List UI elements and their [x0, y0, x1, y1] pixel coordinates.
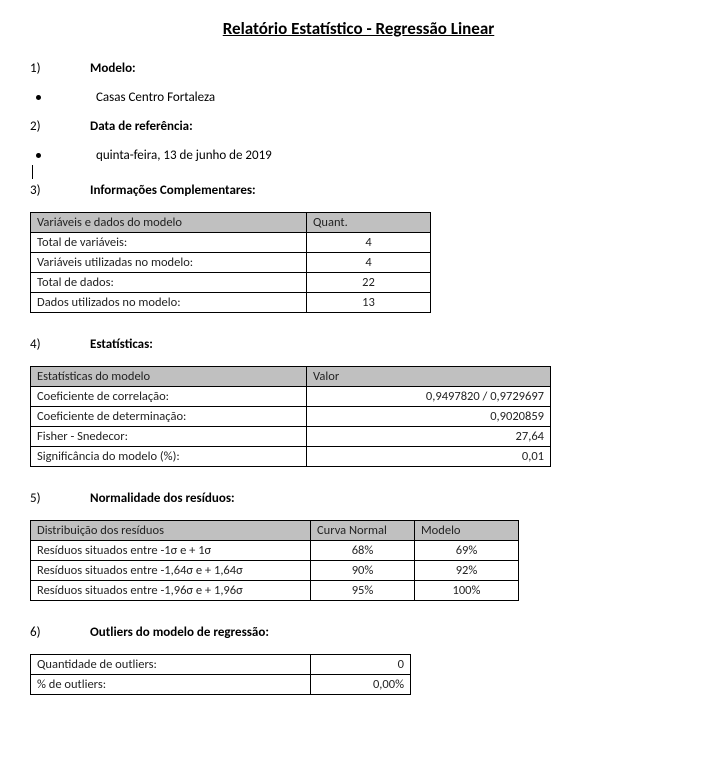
section-number: 1) — [30, 61, 90, 76]
section-heading-data-ref: Data de referência: — [90, 119, 193, 134]
section-heading-info: Informações Complementares: — [90, 183, 256, 198]
section-number: 3) — [30, 183, 90, 198]
th-curva: Curva Normal — [311, 521, 415, 541]
table-row: Resíduos situados entre -1,64σ e + 1,64σ… — [31, 561, 519, 581]
table-header-row: Variáveis e dados do modelo Quant. — [31, 213, 431, 233]
section-row-modelo: 1) Modelo: — [30, 61, 687, 76]
data-ref-value: quinta-feira, 13 de junho de 2019 — [96, 148, 272, 163]
th-quant: Quant. — [307, 213, 431, 233]
cell-label: Significância do modelo (%): — [31, 447, 307, 467]
table-row: Coeficiente de correlação: 0,9497820 / 0… — [31, 387, 551, 407]
cell-value: 0 — [311, 655, 411, 675]
section-row-norm: 5) Normalidade dos resíduos: — [30, 491, 687, 506]
cell-value: 27,64 — [307, 427, 551, 447]
cell-value: 4 — [307, 233, 431, 253]
table-row: Resíduos situados entre -1σ e + 1σ 68% 6… — [31, 541, 519, 561]
table-row: Total de dados: 22 — [31, 273, 431, 293]
bullet-icon-col — [30, 90, 96, 105]
section-number: 2) — [30, 119, 90, 134]
cell-label: Fisher - Snedecor: — [31, 427, 307, 447]
section-heading-norm: Normalidade dos resíduos: — [90, 491, 235, 506]
section-number: 6) — [30, 625, 90, 640]
th-valor: Valor — [307, 367, 551, 387]
cell-curva: 90% — [311, 561, 415, 581]
table-row: Fisher - Snedecor: 27,64 — [31, 427, 551, 447]
table-row: Significância do modelo (%): 0,01 — [31, 447, 551, 467]
section-number: 4) — [30, 337, 90, 352]
table-row: Dados utilizados no modelo: 13 — [31, 293, 431, 313]
th-label: Estatísticas do modelo — [31, 367, 307, 387]
cell-label: Total de dados: — [31, 273, 307, 293]
table-row: Total de variáveis: 4 — [31, 233, 431, 253]
cell-label: Dados utilizados no modelo: — [31, 293, 307, 313]
cell-label: % de outliers: — [31, 675, 311, 695]
cell-label: Coeficiente de determinação: — [31, 407, 307, 427]
cell-label: Resíduos situados entre -1,64σ e + 1,64σ — [31, 561, 311, 581]
cell-value: 0,00% — [311, 675, 411, 695]
modelo-value: Casas Centro Fortaleza — [96, 90, 215, 105]
cell-label: Variáveis utilizadas no modelo: — [31, 253, 307, 273]
bullet-row-data-ref: quinta-feira, 13 de junho de 2019 — [30, 148, 687, 163]
cell-curva: 68% — [311, 541, 415, 561]
table-header-row: Estatísticas do modelo Valor — [31, 367, 551, 387]
text-cursor — [32, 165, 33, 179]
cell-curva: 95% — [311, 581, 415, 601]
th-modelo: Modelo — [415, 521, 519, 541]
section-heading-modelo: Modelo: — [90, 61, 136, 76]
cell-modelo: 69% — [415, 541, 519, 561]
cell-label: Coeficiente de correlação: — [31, 387, 307, 407]
bullet-icon-col — [30, 148, 96, 163]
th-label: Variáveis e dados do modelo — [31, 213, 307, 233]
section-row-outliers: 6) Outliers do modelo de regressão: — [30, 625, 687, 640]
table-row: Coeficiente de determinação: 0,9020859 — [31, 407, 551, 427]
table-header-row: Distribuição dos resíduos Curva Normal M… — [31, 521, 519, 541]
section-row-stats: 4) Estatísticas: — [30, 337, 687, 352]
bullet-icon — [36, 95, 41, 100]
cell-value: 4 — [307, 253, 431, 273]
cell-value: 22 — [307, 273, 431, 293]
cell-label: Quantidade de outliers: — [31, 655, 311, 675]
cell-value: 0,9497820 / 0,9729697 — [307, 387, 551, 407]
cell-value: 0,01 — [307, 447, 551, 467]
cell-value: 0,9020859 — [307, 407, 551, 427]
section-heading-outliers: Outliers do modelo de regressão: — [90, 625, 269, 640]
cell-modelo: 100% — [415, 581, 519, 601]
section-number: 5) — [30, 491, 90, 506]
table-stats: Estatísticas do modelo Valor Coeficiente… — [30, 366, 551, 467]
cell-modelo: 92% — [415, 561, 519, 581]
table-row: Variáveis utilizadas no modelo: 4 — [31, 253, 431, 273]
document-page: Relatório Estatístico - Regressão Linear… — [0, 0, 717, 709]
table-row: Resíduos situados entre -1,96σ e + 1,96σ… — [31, 581, 519, 601]
table-row: Quantidade de outliers: 0 — [31, 655, 411, 675]
section-row-info: 3) Informações Complementares: — [30, 183, 687, 198]
cell-label: Resíduos situados entre -1,96σ e + 1,96σ — [31, 581, 311, 601]
section-heading-stats: Estatísticas: — [90, 337, 153, 352]
table-info: Variáveis e dados do modelo Quant. Total… — [30, 212, 431, 313]
th-label: Distribuição dos resíduos — [31, 521, 311, 541]
bullet-row-modelo: Casas Centro Fortaleza — [30, 90, 687, 105]
table-row: % de outliers: 0,00% — [31, 675, 411, 695]
section-row-data-ref: 2) Data de referência: — [30, 119, 687, 134]
table-outliers: Quantidade de outliers: 0 % de outliers:… — [30, 654, 411, 695]
cell-value: 13 — [307, 293, 431, 313]
bullet-icon — [36, 153, 41, 158]
cell-label: Total de variáveis: — [31, 233, 307, 253]
table-norm: Distribuição dos resíduos Curva Normal M… — [30, 520, 519, 601]
page-title: Relatório Estatístico - Regressão Linear — [30, 18, 687, 39]
cell-label: Resíduos situados entre -1σ e + 1σ — [31, 541, 311, 561]
